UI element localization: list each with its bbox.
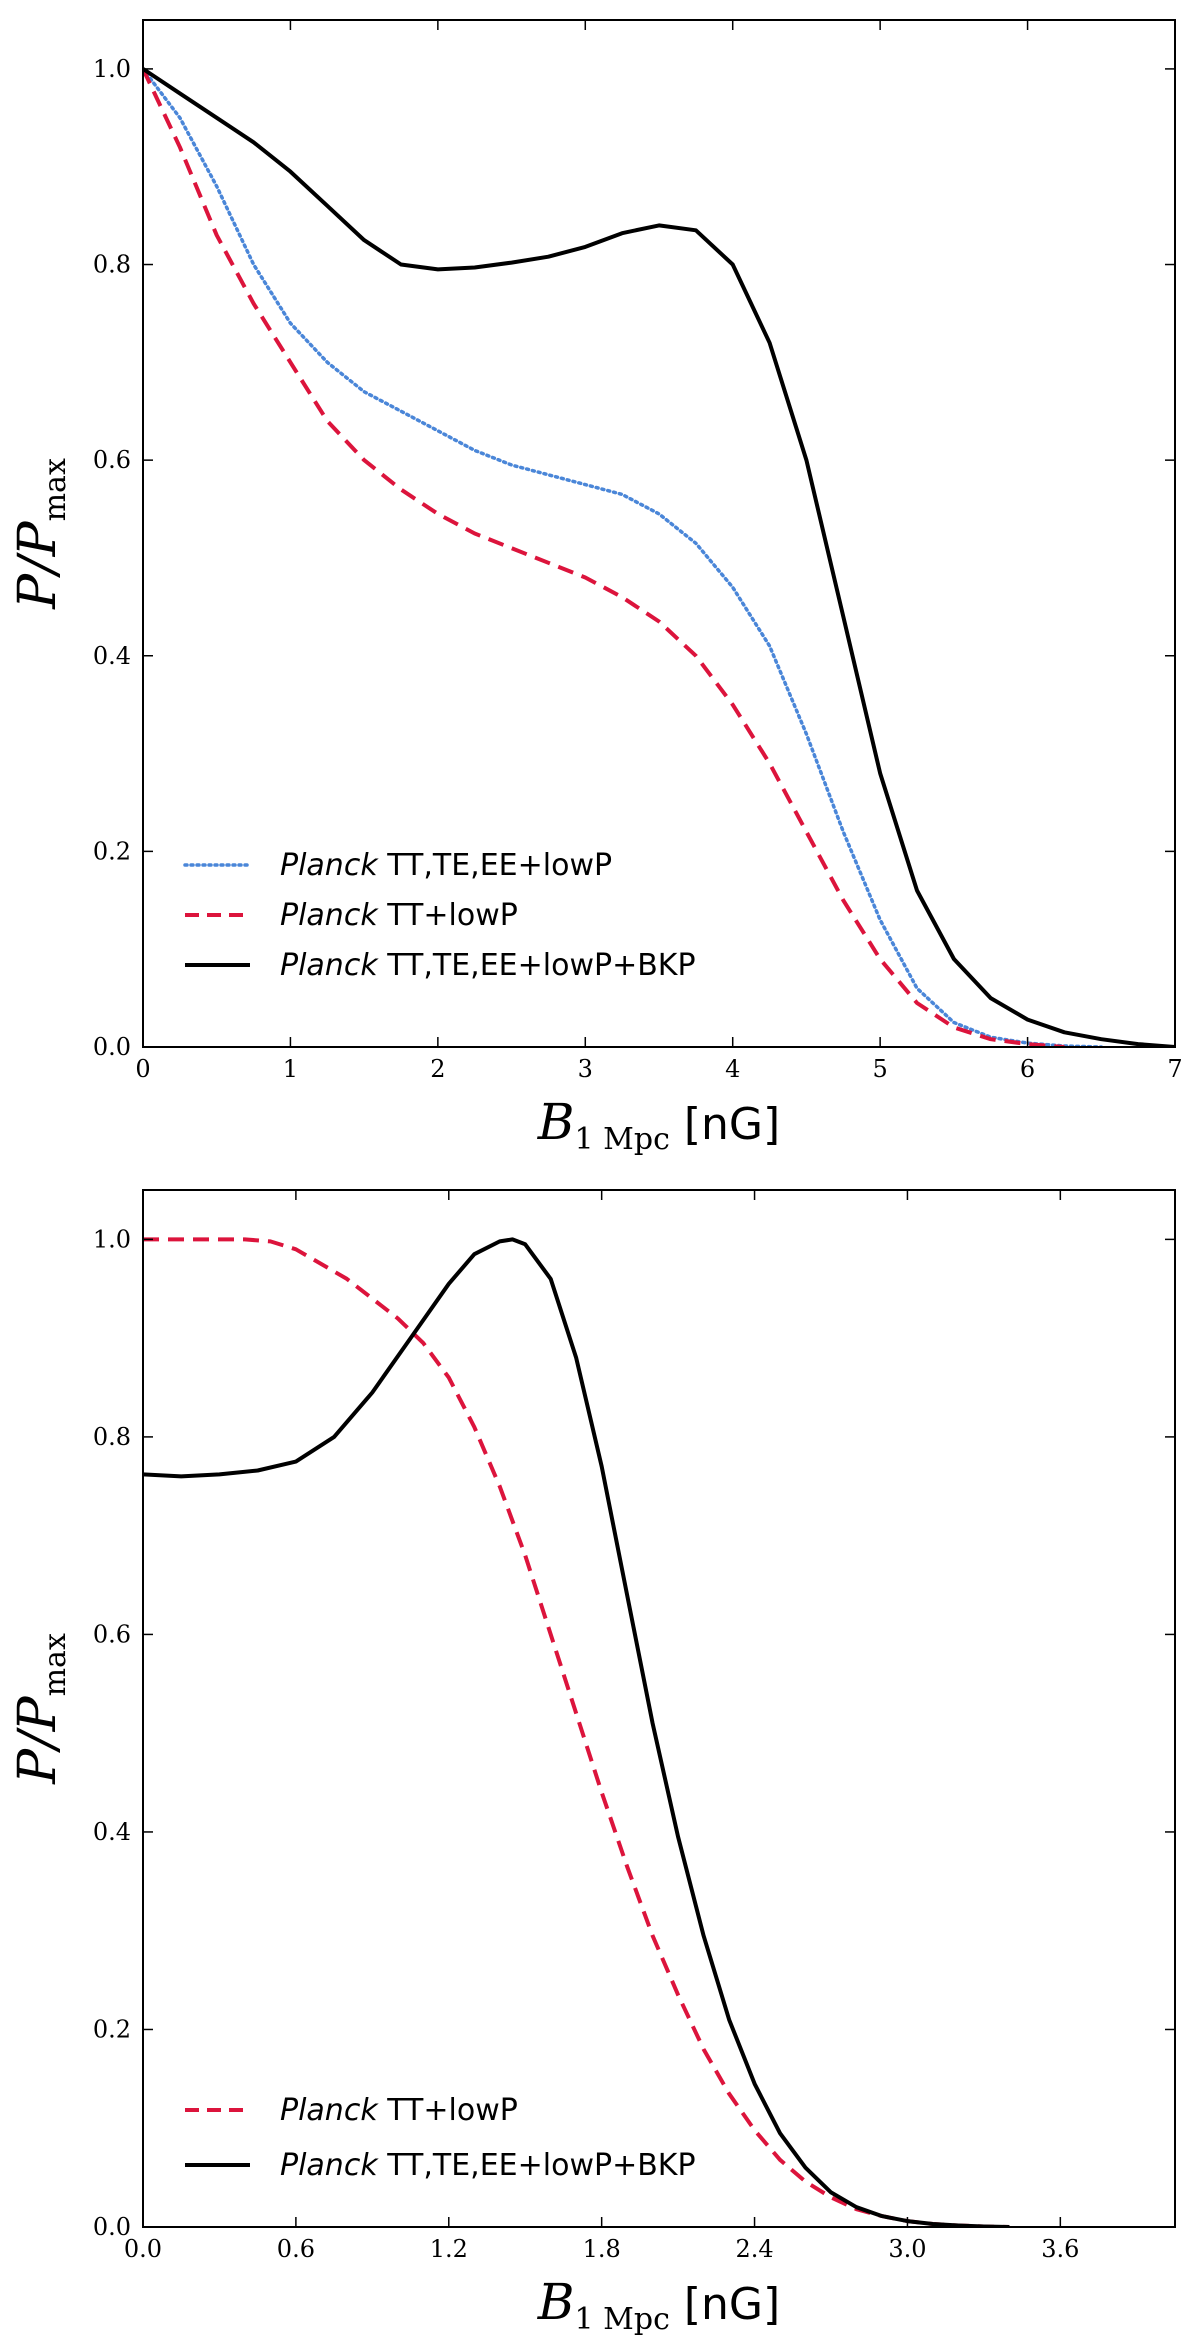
legend: Planck TT,TE,EE+lowP Planck TT+lowP Planck… bbox=[183, 848, 696, 983]
y-tick-label: 0.8 bbox=[93, 1423, 131, 1451]
x-tick-label: 3.6 bbox=[1041, 2235, 1079, 2263]
x-axis-label: B1 Mpc [nG] bbox=[537, 1093, 780, 1157]
y-axis-label: P/Pmax bbox=[8, 458, 73, 610]
y-axis-label: P/Pmax bbox=[8, 1633, 73, 1785]
legend-label: Planck TT+lowP bbox=[280, 898, 518, 933]
legend: Planck TT+lowP Planck TT,TE,EE+lowP+BKP bbox=[185, 2093, 696, 2183]
x-tick-label: 4 bbox=[725, 1055, 740, 1083]
x-tick-label: 1.8 bbox=[583, 2235, 621, 2263]
y-tick-label: 0.8 bbox=[93, 251, 131, 279]
series-line-2 bbox=[143, 67, 1175, 1047]
x-tick-label: 3.0 bbox=[888, 2235, 926, 2263]
plot-frame bbox=[142, 19, 1176, 1048]
x-tick-label: 2.4 bbox=[735, 2235, 773, 2263]
x-tick-label: 7 bbox=[1167, 1055, 1182, 1083]
x-tick-label: 5 bbox=[873, 1055, 888, 1083]
x-tick-label: 0.0 bbox=[124, 2235, 162, 2263]
x-tick-label: 2 bbox=[430, 1055, 445, 1083]
x-tick-label: 0 bbox=[135, 1055, 150, 1083]
y-tick-label: 1.0 bbox=[93, 55, 131, 83]
y-tick-label: 1.0 bbox=[93, 1225, 131, 1253]
chart-svg: 0 1 2 3 4 5 6 7 0.0 0.2 0.4 0.6 0.8 1.0 B1 Mpc [nG] P/P… bbox=[8, 19, 1183, 1157]
y-tick-label: 0.2 bbox=[93, 837, 131, 865]
x-tick-label: 1 bbox=[283, 1055, 298, 1083]
series-line-1 bbox=[143, 1237, 1010, 2227]
y-tick-label: 0.6 bbox=[93, 446, 131, 474]
y-tick-label: 0.4 bbox=[93, 642, 131, 670]
chart-svg: 0.0 0.6 1.2 1.8 2.4 3.0 3.6 0.0 0.2 0.4 0.6 0.8 1.0 B… bbox=[8, 1189, 1176, 2337]
chart-bottom: 0.0 0.6 1.2 1.8 2.4 3.0 3.6 0.0 0.2 0.4 0.6 0.8 1.0 B… bbox=[0, 1170, 1200, 2350]
legend-label: Planck TT+lowP bbox=[280, 2093, 518, 2128]
x-tick-label: 0.6 bbox=[277, 2235, 315, 2263]
x-axis-label: B1 Mpc [nG] bbox=[537, 2273, 780, 2337]
x-tick-label: 1.2 bbox=[430, 2235, 468, 2263]
x-tick-label: 6 bbox=[1020, 1055, 1035, 1083]
series-line-1 bbox=[143, 68, 1065, 1047]
y-tick-label: 0.2 bbox=[93, 2015, 131, 2043]
x-tick-label: 3 bbox=[578, 1055, 593, 1083]
legend-label: Planck TT,TE,EE+lowP+BKP bbox=[280, 2148, 696, 2183]
legend-label: Planck TT,TE,EE+lowP+BKP bbox=[280, 948, 696, 983]
chart-top: 0 1 2 3 4 5 6 7 0.0 0.2 0.4 0.6 0.8 1.0 B1 Mpc [nG] P/P… bbox=[0, 0, 1200, 1170]
plot-frame bbox=[142, 1189, 1176, 2228]
y-tick-label: 0.0 bbox=[93, 1033, 131, 1061]
y-tick-label: 0.0 bbox=[93, 2213, 131, 2241]
legend-label: Planck TT,TE,EE+lowP bbox=[280, 848, 612, 883]
y-tick-label: 0.6 bbox=[93, 1620, 131, 1648]
series-line-0 bbox=[143, 1237, 1010, 2227]
y-tick-label: 0.4 bbox=[93, 1818, 131, 1846]
series-line-0 bbox=[143, 67, 1104, 1047]
